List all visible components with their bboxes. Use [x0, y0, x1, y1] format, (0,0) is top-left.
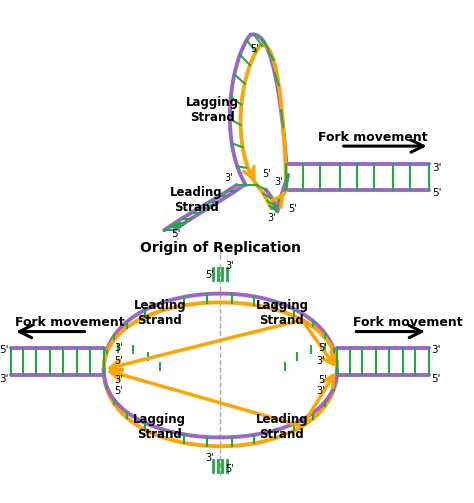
Text: 5': 5': [172, 229, 181, 239]
Text: 5': 5': [205, 270, 214, 280]
Text: Lagging
Strand: Lagging Strand: [133, 412, 186, 441]
Text: 3': 3': [225, 173, 233, 183]
Text: Leading
Strand: Leading Strand: [255, 412, 308, 441]
Text: 3': 3': [115, 375, 123, 384]
Text: 5': 5': [432, 188, 442, 198]
Text: 5': 5': [319, 343, 327, 353]
Text: 3': 3': [274, 177, 283, 187]
Text: Origin of Replication: Origin of Replication: [140, 241, 301, 256]
Text: Lagging
Strand: Lagging Strand: [255, 299, 309, 327]
Text: 5': 5': [288, 204, 297, 214]
Text: 5': 5': [262, 169, 271, 179]
Text: Lagging
Strand: Lagging Strand: [186, 96, 239, 124]
Text: 5': 5': [250, 44, 259, 54]
Text: 5': 5': [431, 374, 441, 384]
Text: 3': 3': [316, 356, 325, 366]
Text: 5': 5': [319, 375, 327, 384]
Text: Leading
Strand: Leading Strand: [134, 299, 186, 327]
Text: 5': 5': [115, 356, 123, 366]
Text: 3': 3': [205, 453, 214, 463]
Text: Fork movement: Fork movement: [15, 316, 125, 329]
Text: Leading
Strand: Leading Strand: [170, 187, 222, 214]
Text: 3': 3': [115, 343, 123, 353]
Text: 5': 5': [225, 464, 234, 474]
Text: 3': 3': [432, 163, 442, 173]
Text: 3': 3': [267, 213, 275, 223]
Text: 5': 5': [115, 386, 123, 396]
Text: Fork movement: Fork movement: [354, 316, 463, 329]
Text: 3': 3': [431, 345, 441, 355]
Text: 3': 3': [316, 386, 325, 396]
Text: 3': 3': [0, 374, 9, 384]
Text: Fork movement: Fork movement: [318, 131, 428, 143]
Text: 5': 5': [0, 345, 9, 355]
Text: 3': 3': [225, 262, 234, 272]
